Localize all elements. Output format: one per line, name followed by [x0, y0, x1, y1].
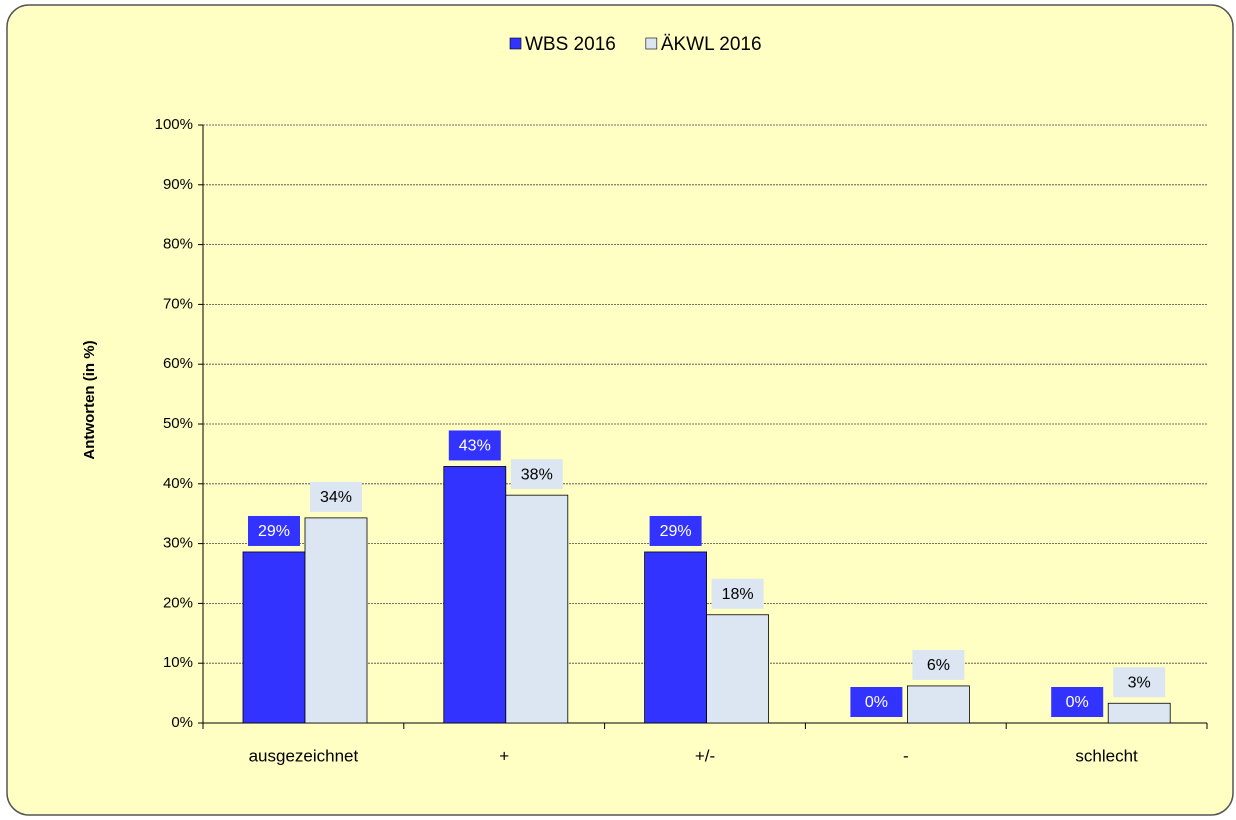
- y-tick-label: 30%: [163, 535, 193, 552]
- value-label: 34%: [320, 489, 352, 506]
- value-label: 0%: [1066, 694, 1089, 711]
- y-tick-label: 40%: [163, 475, 193, 492]
- value-label-box: [1051, 687, 1104, 717]
- bar: [1107, 702, 1171, 724]
- y-tick-label: 20%: [163, 594, 193, 611]
- value-label-box: [912, 649, 965, 680]
- value-label-box: [510, 459, 563, 490]
- value-label-box: [1113, 667, 1166, 698]
- y-tick-label: 0%: [171, 714, 193, 731]
- legend-swatch: [509, 37, 522, 50]
- value-label-box: [448, 430, 501, 461]
- y-axis-title: Antworten (in %): [81, 340, 98, 459]
- legend-label: WBS 2016: [525, 34, 616, 55]
- bar: [443, 466, 507, 724]
- y-tick-label: 50%: [163, 415, 193, 432]
- value-label: 43%: [459, 438, 491, 455]
- x-tick-label: +: [499, 746, 509, 765]
- bar: [644, 551, 707, 724]
- bar: [907, 685, 970, 724]
- value-label: 6%: [927, 657, 950, 674]
- bar: [505, 494, 569, 724]
- legend-label: ÄKWL 2016: [661, 34, 762, 55]
- value-label: 18%: [722, 586, 754, 603]
- y-tick-label: 10%: [163, 654, 193, 671]
- x-tick-label: schlecht: [1075, 746, 1138, 765]
- legend-swatch: [645, 37, 658, 50]
- value-label: 29%: [258, 523, 290, 540]
- x-tick-label: -: [903, 746, 909, 765]
- value-label: 38%: [521, 466, 553, 483]
- bar: [304, 517, 368, 724]
- y-tick-label: 80%: [163, 236, 193, 253]
- y-tick-label: 100%: [155, 116, 193, 133]
- value-label: 29%: [660, 523, 692, 540]
- bar: [242, 551, 306, 724]
- value-label-box: [248, 515, 300, 546]
- value-label-box: [649, 515, 702, 546]
- y-tick-label: 60%: [163, 355, 193, 372]
- value-label-box: [850, 687, 903, 717]
- x-tick-label: ausgezeichnet: [249, 746, 359, 765]
- x-tick-label: +/-: [695, 746, 715, 765]
- y-tick-label: 90%: [163, 176, 193, 193]
- bar: [706, 614, 769, 724]
- value-label-box: [310, 481, 362, 512]
- value-label: 0%: [865, 694, 888, 711]
- y-tick-label: 70%: [163, 295, 193, 312]
- value-label: 3%: [1128, 674, 1151, 691]
- value-label-box: [711, 578, 764, 609]
